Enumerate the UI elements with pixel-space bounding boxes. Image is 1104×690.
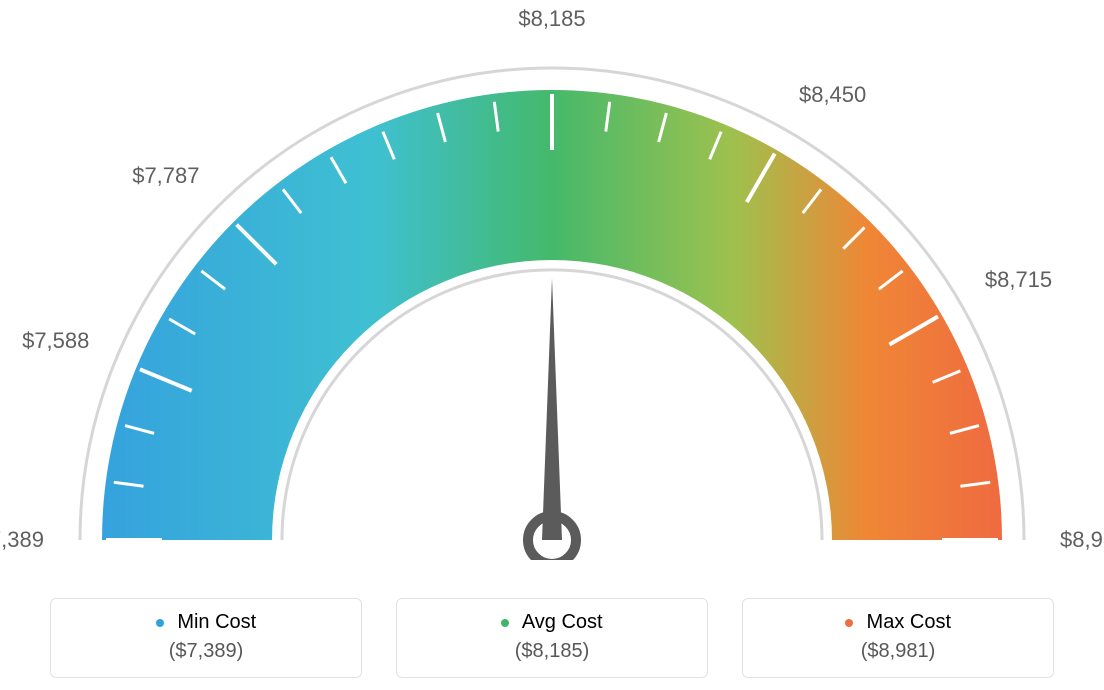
legend-dot-min	[156, 619, 164, 627]
legend-label-max: Max Cost	[867, 611, 951, 633]
chart-container: $7,389 $7,588 $7,787 $8,185 $8,450 $8,715 $8,9…	[0, 0, 1104, 690]
legend-value-max: ($8,981)	[743, 640, 1053, 663]
legend-value-min: ($7,389)	[51, 640, 361, 663]
gauge-tick-label: $7,787	[132, 163, 199, 189]
gauge-svg	[0, 0, 1104, 560]
legend-row: Min Cost ($7,389) Avg Cost ($8,185) Max …	[0, 598, 1104, 678]
legend-label-min: Min Cost	[177, 611, 256, 633]
gauge-tick-label: $8,981	[1060, 527, 1104, 553]
gauge-chart: $7,389 $7,588 $7,787 $8,185 $8,450 $8,715 $8,9…	[0, 0, 1104, 560]
legend-title-max: Max Cost	[743, 611, 1053, 634]
legend-value-avg: ($8,185)	[397, 640, 707, 663]
legend-box-min: Min Cost ($7,389)	[50, 598, 362, 678]
gauge-tick-label: $7,389	[0, 527, 44, 553]
gauge-tick-label: $8,185	[518, 6, 585, 32]
gauge-tick-label: $7,588	[22, 327, 89, 353]
legend-label-avg: Avg Cost	[522, 611, 603, 633]
gauge-tick-label: $8,450	[799, 82, 866, 108]
legend-dot-avg	[501, 619, 509, 627]
legend-box-avg: Avg Cost ($8,185)	[396, 598, 708, 678]
legend-box-max: Max Cost ($8,981)	[742, 598, 1054, 678]
legend-title-min: Min Cost	[51, 611, 361, 634]
legend-title-avg: Avg Cost	[397, 611, 707, 634]
legend-dot-max	[845, 619, 853, 627]
gauge-tick-label: $8,715	[985, 267, 1052, 293]
